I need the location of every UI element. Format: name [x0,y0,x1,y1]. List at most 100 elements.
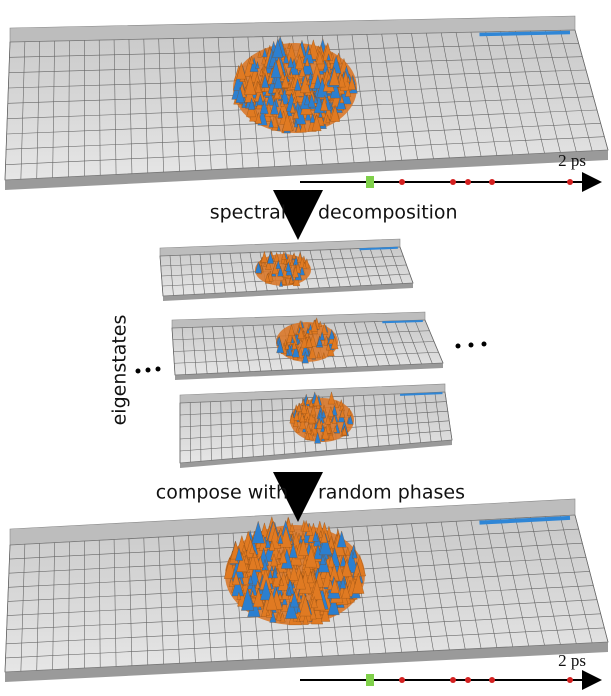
grid-line [383,394,390,446]
spike [310,319,318,332]
spike [272,568,278,579]
spike [260,579,273,601]
spike [235,86,245,103]
spike [277,265,284,277]
spike [274,88,280,99]
grid-line [210,401,212,461]
grid-line [396,524,418,652]
grid-line [485,31,514,155]
spike [296,402,302,412]
eigenstates-label: eigenstates [109,315,131,426]
spike [268,118,274,128]
grid-line [36,41,41,179]
spike [302,613,309,625]
grid-line [158,537,164,665]
spike [330,104,340,122]
spike [270,553,278,567]
spike [282,112,293,132]
spike [322,42,334,61]
grid-line [455,32,482,157]
spike [318,530,323,538]
spike [307,93,316,108]
grid-line [202,37,212,170]
slab [4,498,609,682]
grid-line [574,514,609,643]
grid-line [143,39,149,173]
spike [283,53,289,64]
spike [345,546,351,556]
spike [311,579,323,600]
spike [251,520,265,544]
spike [339,408,346,418]
spike [287,56,294,68]
spike [231,574,244,597]
spike [329,67,340,86]
spike [232,571,240,586]
spike [327,391,336,405]
time-point [489,677,495,683]
spike [302,519,310,532]
spike [308,323,313,331]
spike [285,349,290,356]
timeline [300,172,602,192]
spike [330,335,339,350]
grid-line [281,398,285,455]
spike [306,570,314,584]
spike [328,430,335,441]
spike [248,553,258,570]
spike [294,78,302,91]
grid-line [52,542,55,670]
spike [255,580,261,589]
spike [236,552,248,572]
spike [285,341,290,350]
spike [321,426,330,440]
step-right: random phases [318,482,465,504]
timeline-label: 2 ps [558,651,586,670]
grid-line [251,400,254,457]
spike [270,564,274,571]
spike [243,554,249,564]
grid-line [500,31,529,155]
spike [289,564,299,581]
spike [277,534,284,544]
timeline [300,670,602,690]
spike [320,322,328,335]
grid-line [4,41,11,181]
grid-line [440,32,466,158]
spike [341,426,348,436]
spike [241,550,246,558]
grid-line [515,31,545,154]
grid-line [352,395,359,448]
spike [289,591,299,608]
grid-line [559,515,593,643]
spike [244,571,249,578]
spike [292,344,300,358]
spike [338,74,346,88]
grid-line [366,34,387,162]
spike [241,587,255,611]
grid-line [411,33,434,159]
spike [321,352,326,359]
spike [265,537,271,549]
spike [318,320,323,327]
spike [320,96,329,111]
spike [300,402,308,414]
spike [275,259,281,269]
spike [298,538,309,556]
spike [249,55,255,65]
grid-line [440,522,466,650]
step-left: compose with [156,482,288,504]
grid-line [98,540,101,668]
spike [290,258,294,266]
spike [347,75,356,90]
spike [280,98,285,107]
grid-line [217,37,228,169]
time-point [399,677,405,683]
spike [319,331,325,341]
grid-line [4,544,11,673]
spike [327,579,334,590]
spike [346,76,351,83]
time-point [465,179,471,185]
time-point [450,179,456,185]
spike [314,590,326,611]
